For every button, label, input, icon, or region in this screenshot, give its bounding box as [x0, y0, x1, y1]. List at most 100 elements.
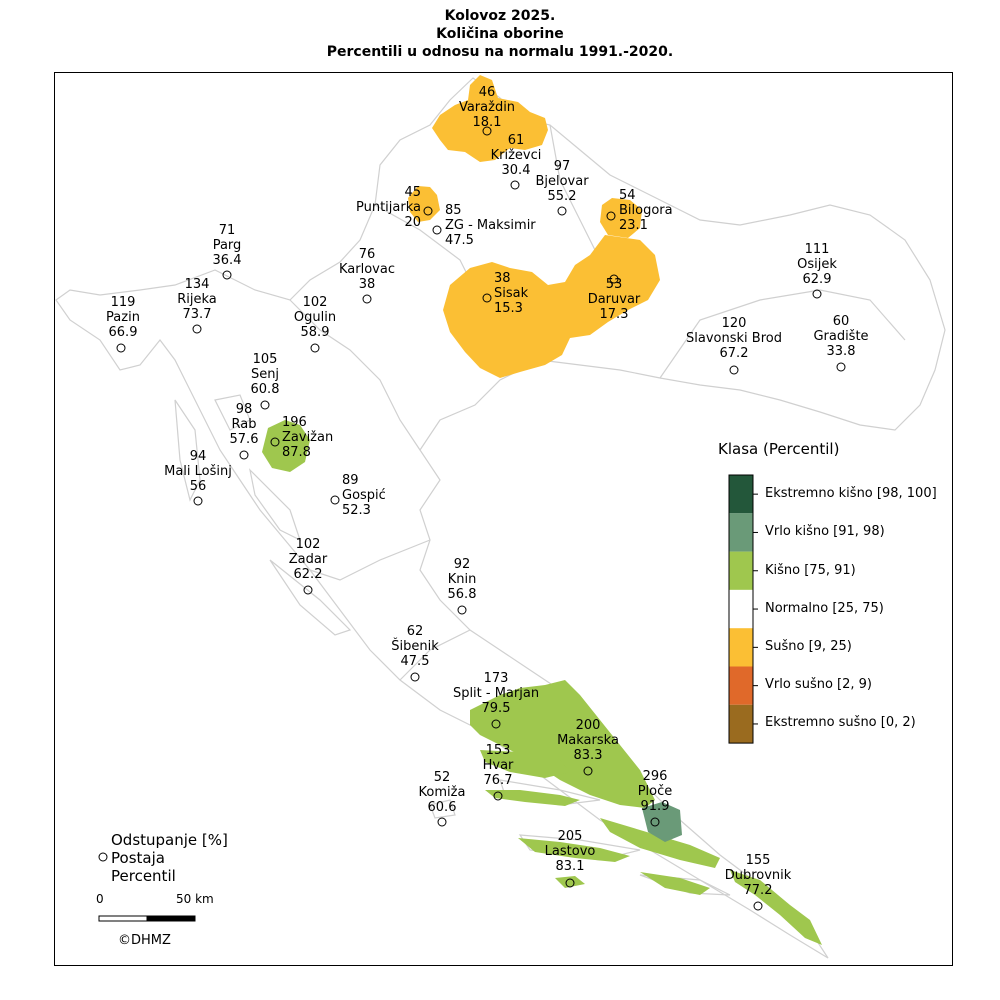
region-zavizan [262, 420, 310, 472]
region-ploce [642, 802, 682, 842]
legend-border [728, 474, 754, 744]
station-percentile: 15.3 [494, 301, 523, 316]
station-percentile: 47.5 [445, 233, 474, 248]
region-korcula [518, 838, 630, 862]
station-deviation: 102 [296, 537, 321, 552]
station-marker [753, 901, 763, 911]
station-percentile: 77.2 [744, 883, 773, 898]
legend-title: Klasa (Percentil) [718, 440, 840, 458]
station-name: Rab [232, 417, 257, 432]
region-lastovo [555, 876, 585, 888]
station-name: Makarska [557, 733, 619, 748]
station-deviation: 45 [404, 185, 421, 200]
key-percentile: Percentil [111, 867, 176, 885]
station-marker [303, 585, 313, 595]
station-marker [437, 817, 447, 827]
station-marker [270, 437, 280, 447]
country-outline [55, 77, 946, 959]
inner-border-5 [309, 539, 431, 581]
station-marker [116, 343, 126, 353]
region-sisak-daruvar [443, 235, 660, 378]
station-deviation: 76 [359, 247, 376, 262]
station-name: Dubrovnik [725, 868, 792, 883]
station-name: Knin [448, 572, 477, 587]
station-name: Karlovac [339, 262, 395, 277]
station-deviation: 94 [190, 449, 207, 464]
station-deviation: 119 [111, 295, 136, 310]
inner-border-6 [399, 629, 471, 681]
station-percentile: 83.3 [574, 748, 603, 763]
region-bilogora [600, 198, 642, 238]
station-percentile: 38 [359, 277, 376, 292]
station-percentile: 67.2 [720, 346, 749, 361]
station-percentile: 57.6 [230, 432, 259, 447]
station-marker [362, 294, 372, 304]
station-deviation: 98 [236, 402, 253, 417]
scale-bar-white-segment [98, 915, 148, 922]
station-deviation: 134 [185, 277, 210, 292]
station-marker [310, 343, 320, 353]
station-deviation: 155 [746, 853, 771, 868]
station-deviation: 153 [486, 743, 511, 758]
station-marker [812, 289, 822, 299]
station-deviation: 85 [445, 203, 462, 218]
island-krk [214, 394, 251, 431]
inner-border-4 [659, 289, 906, 379]
station-marker [606, 211, 616, 221]
station-name: Komiža [419, 785, 466, 800]
station-percentile: 36.4 [213, 253, 242, 268]
map-frame [54, 72, 953, 966]
station-marker [493, 791, 503, 801]
station-deviation: 89 [342, 473, 359, 488]
station-name: Zavižan [282, 430, 333, 445]
legend-swatch [729, 589, 753, 629]
station-name: Mali Lošinj [164, 464, 232, 479]
station-deviation: 120 [722, 316, 747, 331]
station-percentile: 47.5 [401, 654, 430, 669]
station-name: Split - Marjan [453, 686, 539, 701]
title-line-2: Količina oborine [436, 26, 564, 42]
station-name: Puntijarka [356, 200, 421, 215]
station-name: Varaždin [459, 100, 515, 115]
legend-label-very-wet: Vrlo kišno [91, 98) [765, 524, 885, 539]
station-name: Slavonski Brod [686, 331, 782, 346]
station-percentile: 17.3 [600, 307, 629, 322]
region-peljesac [600, 818, 720, 868]
station-marker [423, 206, 433, 216]
station-marker [482, 126, 492, 136]
station-marker [239, 450, 249, 460]
station-deviation: 38 [494, 271, 511, 286]
station-deviation: 173 [484, 671, 509, 686]
scale-bar-black-segment [146, 915, 196, 922]
station-deviation: 296 [643, 769, 668, 784]
station-deviation: 111 [805, 242, 830, 257]
station-percentile: 60.8 [251, 382, 280, 397]
station-percentile: 52.3 [342, 503, 371, 518]
station-deviation: 97 [554, 159, 571, 174]
station-name: Bjelovar [535, 174, 589, 189]
station-name: Osijek [797, 257, 837, 272]
very-wet-regions [642, 802, 682, 842]
station-marker [410, 672, 420, 682]
station-percentile: 66.9 [109, 325, 138, 340]
wet-regions [262, 420, 822, 945]
station-name: ZG - Maksimir [445, 218, 536, 233]
legend-swatch [729, 513, 753, 552]
